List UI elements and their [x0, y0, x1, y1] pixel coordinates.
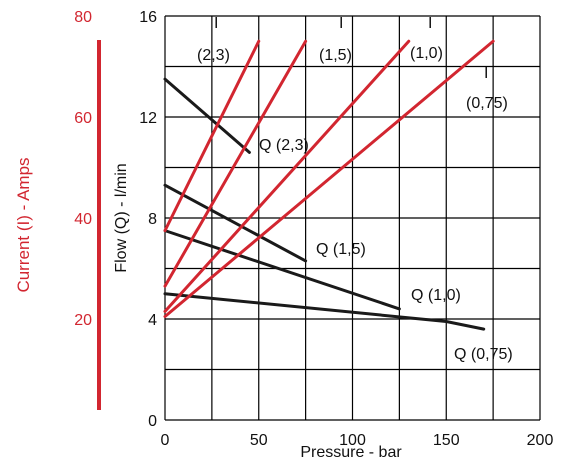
current-series-label-top: I — [214, 15, 218, 32]
flow-series-label: Q (1,0) — [411, 287, 461, 304]
x-tick-label: 100 — [339, 432, 366, 449]
current-series-line — [163, 39, 495, 318]
y2-tick-label: 20 — [74, 312, 92, 329]
y-tick-label: 4 — [148, 312, 157, 329]
current-series-line — [163, 39, 308, 288]
flow-series-label: Q (1,5) — [316, 241, 366, 258]
y-tick-label: 8 — [148, 211, 157, 228]
flow-series-label: Q (0,75) — [454, 346, 513, 363]
series-labels: Q (2,3) Q (1,5) Q (1,0) Q (0,75) I (2,3) I (1,5… — [197, 15, 513, 363]
y2-tick-label: 60 — [74, 110, 92, 127]
flow-series-line — [163, 183, 308, 263]
flow-series-line — [163, 77, 251, 154]
current-series-label-top: I — [484, 65, 488, 82]
y-axis-title: Flow (Q) - l/min — [113, 163, 130, 272]
current-series-label: (1,0) — [410, 45, 443, 62]
current-series-label: (2,3) — [197, 47, 230, 64]
y-tick-label: 12 — [139, 110, 157, 127]
y2-axis-title: Current (I) - Amps — [14, 157, 33, 292]
current-series-line — [163, 39, 261, 233]
flow-series-line — [163, 292, 486, 331]
current-series-label-top: I — [339, 15, 343, 32]
y2-tick-label: 80 — [74, 9, 92, 26]
y2-tick-label: 40 — [74, 211, 92, 228]
y-tick-label: 16 — [139, 9, 157, 26]
x-tick-label: 200 — [527, 432, 554, 449]
tick-labels: 0 50 100 150 200 0 4 8 12 16 20 40 60 80 — [74, 9, 553, 449]
flow-series-line — [163, 229, 401, 311]
x-tick-label: 0 — [161, 432, 170, 449]
x-tick-label: 50 — [250, 432, 268, 449]
current-series-label-top: I — [428, 15, 432, 32]
current-series-label: (1,5) — [319, 47, 352, 64]
current-series-line — [163, 39, 411, 313]
y-tick-label: 0 — [148, 413, 157, 430]
grid — [164, 15, 541, 421]
x-axis-title: Pressure - bar — [300, 444, 402, 461]
series — [163, 39, 495, 331]
flow-series-label: Q (2,3) — [259, 137, 309, 154]
current-series-label: (0,75) — [466, 95, 508, 112]
x-tick-label: 150 — [433, 432, 460, 449]
